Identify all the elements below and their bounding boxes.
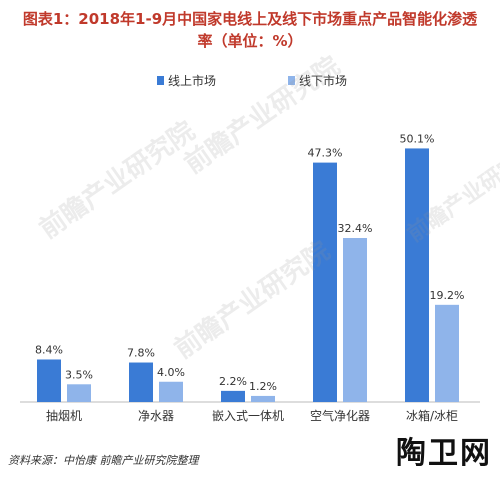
legend-label: 线下市场 [299, 73, 347, 88]
data-label: 4.0% [157, 366, 185, 379]
data-label: 2.2% [219, 375, 247, 388]
data-label: 8.4% [35, 343, 63, 356]
category-label: 空气净化器 [310, 408, 370, 423]
bar [221, 390, 245, 402]
source-note: 资料来源：中怡康 前瞻产业研究院整理 [8, 454, 199, 467]
corner-logo: 陶卫网 [396, 436, 492, 471]
category-label: 嵌入式一体机 [212, 409, 284, 423]
chart-title-line1: 图表1：2018年1-9月中国家电线上及线下市场重点产品智能化渗透 [22, 10, 478, 28]
chart-title-line2: 率（单位：%） [197, 32, 303, 50]
bar [343, 238, 367, 402]
data-label: 32.4% [338, 222, 373, 235]
legend-swatch [157, 76, 164, 85]
data-label: 19.2% [430, 289, 465, 302]
bar [313, 162, 337, 402]
chart-title: 图表1：2018年1-9月中国家电线上及线下市场重点产品智能化渗透 率（单位：%… [0, 8, 500, 52]
bar [37, 359, 61, 402]
category-label: 抽烟机 [46, 409, 82, 423]
bar [251, 395, 275, 402]
data-label: 47.3% [308, 147, 343, 160]
data-label: 1.2% [249, 380, 277, 393]
category-label: 冰箱/冰柜 [406, 408, 458, 423]
data-label: 3.5% [65, 368, 93, 381]
bar [67, 384, 91, 402]
legend-label: 线上市场 [168, 73, 216, 88]
data-label: 50.1% [400, 132, 435, 145]
bar [435, 304, 459, 402]
legend-swatch [288, 76, 295, 85]
bar [159, 381, 183, 402]
bar [405, 148, 429, 402]
bar [129, 362, 153, 402]
data-label: 7.8% [127, 347, 155, 360]
category-label: 净水器 [138, 409, 174, 423]
